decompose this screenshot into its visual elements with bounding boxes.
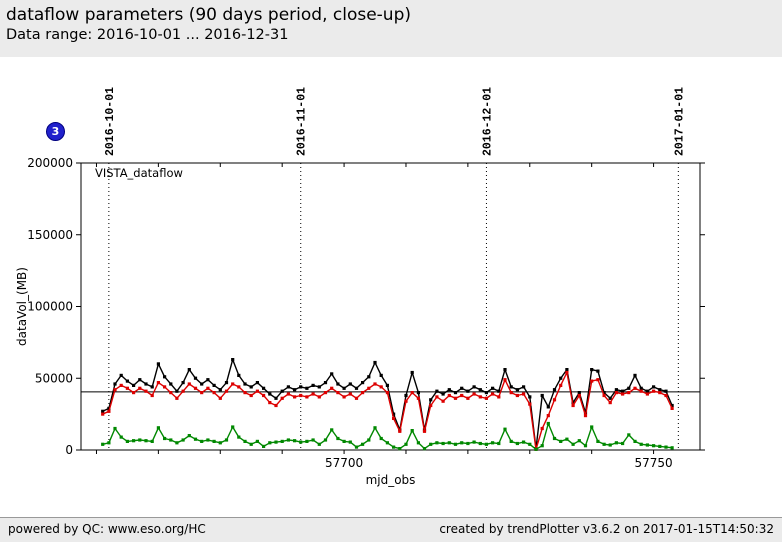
y-tick-label: 0	[65, 443, 73, 457]
y-axis-title: dataVol_(MB)	[15, 267, 29, 346]
y-tick-label: 200000	[27, 156, 73, 170]
powered-by-text: powered by QC: www.eso.org/HC	[8, 522, 206, 536]
x-tick-label: 57750	[634, 456, 672, 470]
series-black	[101, 358, 674, 451]
month-date-label: 2016-11-01	[296, 87, 309, 156]
y-axis-ticks: 0 50000 100000 150000 200000	[27, 156, 705, 457]
series-green	[101, 421, 674, 451]
month-date-label: 2016-12-01	[481, 87, 494, 156]
x-tick-label: 57700	[325, 456, 363, 470]
inset-legend-label: VISTA_dataflow	[95, 166, 183, 180]
dataflow-chart: 2016-10-01 2016-11-01 2016-12-01 2017-01-01…	[15, 87, 705, 487]
created-by-text: created by trendPlotter v3.6.2 on 2017-0…	[439, 522, 774, 536]
y-tick-label: 50000	[35, 371, 73, 385]
series-red	[101, 370, 674, 451]
x-axis-ticks: 57700 57750	[95, 163, 673, 470]
chart-canvas: 2016-10-01 2016-11-01 2016-12-01 2017-01-01…	[0, 57, 782, 517]
page-title: dataflow parameters (90 days period, clo…	[6, 5, 411, 25]
data-range-subtitle: Data range: 2016-10-01 ... 2016-12-31	[6, 27, 289, 43]
page-footer: powered by QC: www.eso.org/HC created by…	[0, 517, 782, 542]
page-header: dataflow parameters (90 days period, clo…	[0, 0, 782, 57]
month-date-label: 2016-10-01	[104, 87, 117, 156]
y-tick-label: 150000	[27, 228, 73, 242]
month-date-label: 2017-01-01	[673, 87, 686, 156]
x-axis-title: mjd_obs	[366, 473, 416, 487]
plot-index-badge[interactable]: 3	[46, 122, 65, 141]
y-tick-label: 100000	[27, 300, 73, 314]
